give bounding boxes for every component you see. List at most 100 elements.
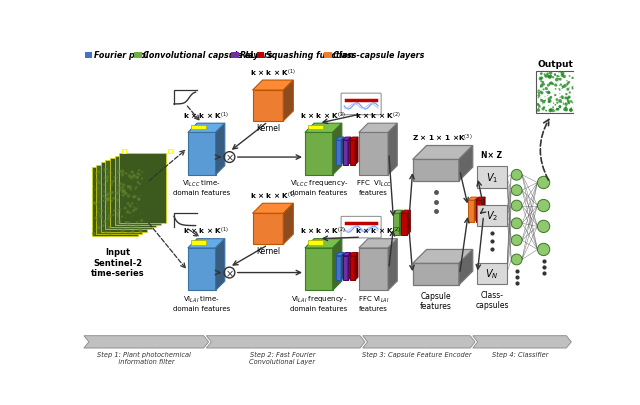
Circle shape (111, 200, 113, 202)
Polygon shape (401, 214, 407, 235)
FancyBboxPatch shape (341, 94, 381, 115)
Circle shape (95, 179, 99, 183)
Circle shape (540, 87, 541, 88)
Circle shape (558, 89, 560, 90)
Polygon shape (305, 124, 342, 133)
Circle shape (547, 84, 550, 87)
Circle shape (139, 228, 141, 231)
Polygon shape (388, 124, 397, 175)
Text: Step 1: Plant photochemical
   information filter: Step 1: Plant photochemical information … (97, 351, 191, 364)
Circle shape (132, 231, 133, 232)
Text: ×: × (225, 268, 234, 278)
Circle shape (117, 185, 120, 187)
Circle shape (104, 231, 107, 234)
Circle shape (122, 184, 125, 187)
Circle shape (102, 189, 103, 190)
Circle shape (97, 176, 99, 177)
Circle shape (560, 73, 561, 74)
Text: Fourier pool: Fourier pool (94, 51, 148, 60)
Circle shape (113, 210, 115, 212)
Circle shape (125, 173, 127, 175)
Circle shape (140, 228, 141, 229)
Circle shape (93, 226, 95, 227)
Circle shape (564, 97, 567, 100)
Polygon shape (413, 160, 459, 181)
Polygon shape (359, 239, 397, 248)
Text: VI$_{LCC}$ frequency-
domain features: VI$_{LCC}$ frequency- domain features (289, 179, 348, 196)
Circle shape (568, 76, 570, 78)
Circle shape (100, 172, 102, 173)
Circle shape (558, 100, 562, 104)
Circle shape (133, 175, 136, 177)
Polygon shape (348, 253, 351, 281)
Circle shape (129, 232, 130, 233)
Circle shape (556, 76, 559, 78)
Circle shape (113, 169, 114, 170)
Polygon shape (363, 336, 475, 348)
Circle shape (134, 225, 138, 228)
Circle shape (96, 220, 98, 222)
Circle shape (548, 101, 550, 104)
Circle shape (99, 202, 100, 203)
Circle shape (567, 98, 568, 100)
Polygon shape (474, 198, 477, 222)
Circle shape (118, 220, 122, 224)
Circle shape (548, 76, 551, 79)
Polygon shape (188, 248, 216, 290)
Circle shape (133, 207, 135, 209)
Text: VI$_{LCC}$ time-
domain features: VI$_{LCC}$ time- domain features (173, 179, 230, 196)
Circle shape (540, 100, 543, 103)
Circle shape (547, 92, 550, 95)
Polygon shape (342, 256, 348, 281)
Polygon shape (333, 124, 342, 175)
Circle shape (118, 186, 122, 190)
Circle shape (99, 214, 102, 217)
Circle shape (95, 204, 97, 206)
Circle shape (120, 229, 124, 233)
Circle shape (132, 216, 133, 217)
Polygon shape (110, 158, 156, 228)
Polygon shape (482, 198, 485, 222)
Circle shape (100, 171, 102, 173)
Circle shape (541, 84, 543, 85)
Circle shape (548, 72, 552, 76)
Circle shape (97, 188, 99, 190)
Circle shape (127, 195, 131, 198)
Circle shape (115, 228, 116, 229)
Bar (257, 52, 264, 59)
Circle shape (131, 202, 134, 205)
Polygon shape (394, 211, 403, 214)
Circle shape (558, 106, 561, 109)
Circle shape (134, 188, 136, 190)
Polygon shape (284, 204, 293, 245)
Circle shape (99, 216, 102, 219)
Circle shape (101, 217, 103, 219)
Polygon shape (355, 138, 358, 165)
Circle shape (136, 173, 140, 176)
Circle shape (560, 84, 562, 87)
Circle shape (104, 198, 106, 200)
Circle shape (511, 201, 522, 211)
Circle shape (545, 100, 546, 102)
Circle shape (563, 85, 567, 88)
Circle shape (139, 230, 142, 233)
Circle shape (122, 190, 126, 193)
Text: ×: × (225, 153, 234, 163)
Circle shape (556, 99, 558, 102)
Circle shape (104, 178, 106, 180)
Circle shape (107, 198, 111, 201)
Polygon shape (413, 146, 473, 160)
Circle shape (559, 86, 560, 87)
Circle shape (135, 176, 138, 179)
Circle shape (562, 98, 564, 100)
Bar (231, 52, 239, 59)
Circle shape (538, 200, 550, 212)
Polygon shape (341, 138, 344, 165)
Circle shape (100, 181, 102, 183)
Circle shape (137, 198, 140, 201)
Circle shape (116, 224, 117, 225)
Polygon shape (188, 133, 216, 175)
Text: k × k × K$^{(1)}$: k × k × K$^{(1)}$ (250, 67, 296, 79)
Circle shape (106, 193, 109, 196)
Circle shape (570, 109, 572, 112)
